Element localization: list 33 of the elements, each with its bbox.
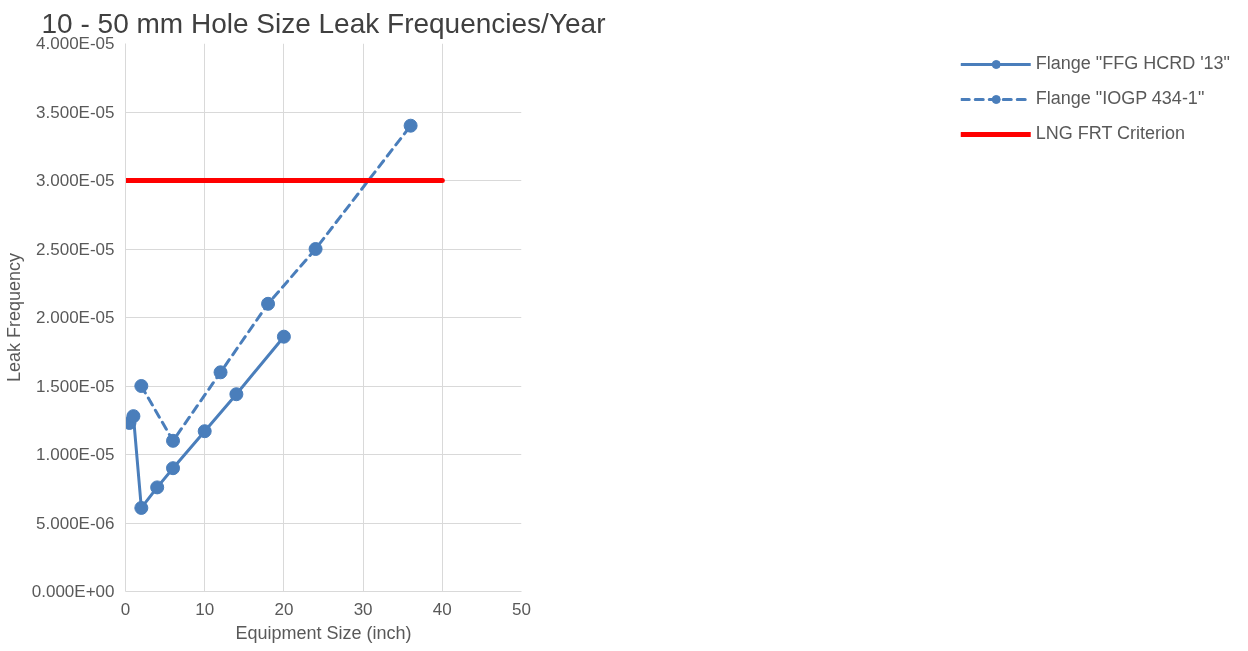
x-axis-title: Equipment Size (inch) bbox=[235, 622, 412, 643]
point bbox=[134, 500, 149, 515]
point bbox=[261, 296, 276, 311]
legend-label: Flange "FFG HCRD '13" bbox=[1035, 53, 1230, 74]
legend-label: LNG FRT Criterion bbox=[1035, 123, 1186, 144]
y-tick-label: 1.000E-05 bbox=[36, 445, 115, 464]
x-tick-label: 20 bbox=[274, 599, 294, 619]
x-tick-label: 10 bbox=[195, 599, 215, 619]
y-tick-label: 2.000E-05 bbox=[36, 308, 115, 327]
y-axis-title: Leak Frequency bbox=[3, 252, 24, 383]
x-tick-label: 30 bbox=[353, 599, 373, 619]
point bbox=[276, 329, 291, 344]
y-tick-label: 2.500E-05 bbox=[36, 239, 115, 259]
x-tick-label: 0 bbox=[120, 599, 131, 619]
point bbox=[197, 424, 212, 439]
x-tick-label: 50 bbox=[512, 599, 531, 619]
point bbox=[308, 242, 323, 256]
point bbox=[150, 480, 165, 495]
legend-label: Flange "IOGP 434-1" bbox=[1035, 88, 1205, 109]
point bbox=[166, 461, 181, 476]
y-tick-label: 4.000E-05 bbox=[36, 34, 115, 53]
y-tick-label: 3.000E-05 bbox=[36, 171, 115, 190]
point bbox=[213, 365, 228, 380]
y-tick-label: 3.500E-05 bbox=[36, 102, 115, 122]
x-tick-label: 40 bbox=[432, 599, 452, 619]
point bbox=[403, 118, 418, 133]
point bbox=[166, 433, 181, 448]
point bbox=[229, 387, 244, 402]
y-tick-label: 1.500E-05 bbox=[36, 376, 115, 396]
y-tick-label: 0.000E+00 bbox=[31, 582, 115, 601]
y-tick-label: 5.000E-06 bbox=[36, 513, 115, 533]
point bbox=[134, 379, 149, 393]
point bbox=[126, 409, 141, 424]
